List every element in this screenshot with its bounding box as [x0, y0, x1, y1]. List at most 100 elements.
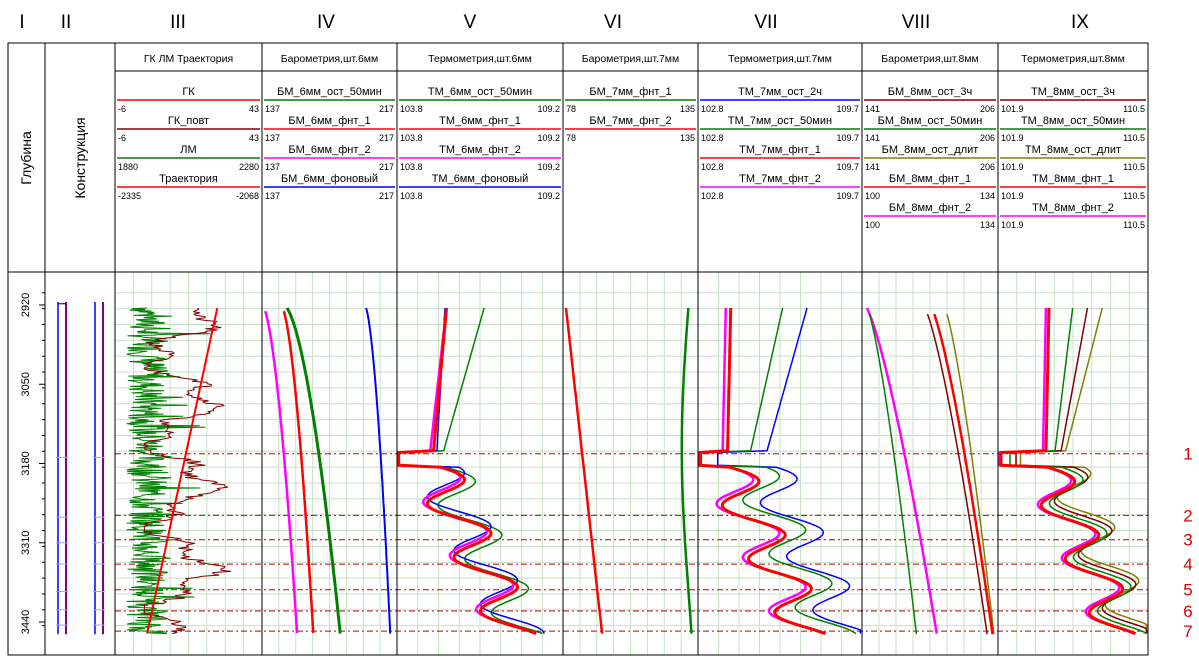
curve-min: 100	[865, 191, 880, 201]
curve-name: Траектория	[159, 173, 218, 185]
trajectory-curve	[146, 307, 219, 634]
track-title: Барометрия,шт.7мм	[582, 53, 680, 65]
track-numeral: VII	[754, 12, 777, 33]
curve-min: -6	[118, 133, 126, 143]
outer-frame	[7, 42, 1149, 656]
curve-max: 134	[980, 191, 995, 201]
construction-label: Конструкция	[72, 117, 88, 198]
depth-tick-label: 2920	[20, 293, 32, 317]
curve-name: БМ_6мм_фнт_2	[288, 144, 370, 156]
curve-name: ТМ_8мм_ост_50мин	[1021, 115, 1125, 127]
curve-min: 137	[265, 133, 280, 143]
curve-max: 110.5	[1123, 191, 1145, 201]
curve-name: БМ_6мм_ост_50мин	[277, 86, 382, 98]
curve-min: 102.8	[701, 162, 724, 172]
track-numeral: IX	[1071, 12, 1089, 33]
grid-layer	[115, 272, 1148, 655]
curve-min: 137	[265, 191, 280, 201]
bm8-fnt2-curve	[865, 307, 938, 634]
curve-name: ГК_повт	[168, 115, 209, 127]
curve-max: 109.2	[537, 133, 560, 143]
tm8-fnt1-curve	[999, 308, 1137, 636]
marker-number: 6	[1183, 602, 1192, 621]
curve-min: -2335	[118, 191, 141, 201]
track-title: Термометрия,шт.8мм	[1021, 53, 1125, 65]
curve-min: 137	[265, 104, 280, 114]
curve-name: БМ_7мм_фнт_2	[589, 115, 671, 127]
track-numeral: II	[61, 12, 72, 33]
curve-min: 101.9	[1001, 104, 1024, 114]
marker-number: 4	[1183, 555, 1192, 574]
gk-repeat-curve	[143, 307, 232, 635]
curve-name: ЛМ	[180, 144, 196, 156]
curve-min: -6	[118, 104, 126, 114]
curve-min: 101.9	[1001, 191, 1024, 201]
depth-tick-label: 3440	[20, 610, 32, 634]
curve-name: ТМ_7мм_фнт_2	[739, 173, 821, 185]
curve-max: 217	[379, 104, 394, 114]
curve-name: БМ_8мм_ост_3ч	[888, 86, 972, 98]
curve-name: ТМ_6мм_ост_50мин	[428, 86, 532, 98]
gk-curve	[126, 307, 211, 635]
curve-max: 110.5	[1123, 162, 1145, 172]
curve-min: 102.8	[701, 191, 724, 201]
curve-name: ГК	[182, 86, 195, 98]
tm7-ost50-curve	[700, 307, 857, 635]
track-numeral: IV	[317, 12, 335, 33]
curve-max: 43	[249, 104, 259, 114]
curve-min: 1880	[118, 162, 138, 172]
curve-min: 103.8	[400, 191, 423, 201]
curve-name: БМ_8мм_фнт_2	[889, 202, 971, 214]
curve-name: ТМ_7мм_ост_50мин	[728, 115, 832, 127]
curve-max: 135	[680, 133, 695, 143]
curve-name: БМ_6мм_фоновый	[281, 173, 378, 185]
depth-tick-label: 3310	[20, 531, 32, 555]
curve-min: 141	[865, 133, 880, 143]
curve-max: 109.7	[836, 104, 859, 114]
tm8-ost50-curve	[1009, 307, 1147, 635]
tm6-fon-curve	[397, 307, 545, 634]
curve-max: 2280	[239, 162, 259, 172]
curve-max: -2068	[236, 191, 259, 201]
track-numeral: III	[170, 12, 186, 33]
curve-min: 102.8	[701, 104, 724, 114]
marker-number: 3	[1183, 531, 1192, 550]
frame-layer	[7, 42, 1149, 656]
curve-min: 78	[566, 133, 576, 143]
curve-max: 110.5	[1123, 220, 1145, 230]
curve-name: БМ_8мм_ост_длит	[882, 144, 979, 156]
track-title: Барометрия,шт.6мм	[281, 53, 379, 65]
bm7-fnt2-curve	[564, 307, 604, 634]
curve-min: 101.9	[1001, 133, 1024, 143]
curve-min: 103.8	[400, 162, 423, 172]
curve-max: 217	[379, 133, 394, 143]
curve-min: 101.9	[1001, 220, 1024, 230]
track-numeral: V	[464, 12, 477, 33]
bm8-ostdl-curve	[946, 313, 995, 635]
curve-max: 206	[980, 162, 995, 172]
bm6-fon-curve	[365, 307, 392, 634]
curve-name: ТМ_7мм_фнт_1	[739, 144, 821, 156]
curve-min: 103.8	[400, 104, 423, 114]
track-numeral: VIII	[902, 12, 931, 33]
bm8-ost3h-curve	[926, 313, 988, 635]
curve-max: 109.2	[537, 191, 560, 201]
bm6-ost-curve	[285, 307, 342, 634]
curve-min: 100	[865, 220, 880, 230]
bm7-fnt1-curve	[680, 307, 693, 634]
curve-max: 217	[379, 191, 394, 201]
curve-min: 103.8	[400, 133, 423, 143]
marker-number: 2	[1183, 506, 1192, 525]
curve-max: 206	[980, 104, 995, 114]
bm6-fnt1-curve	[282, 310, 315, 634]
curve-max: 206	[980, 133, 995, 143]
curve-min: 78	[566, 104, 576, 114]
curve-min: 137	[265, 162, 280, 172]
curve-name: ТМ_7мм_ост_2ч	[738, 86, 822, 98]
curve-name: БМ_6мм_фнт_1	[288, 115, 370, 127]
curves-layer	[56, 301, 1148, 636]
curve-max: 109.2	[537, 104, 560, 114]
curve-max: 217	[379, 162, 394, 172]
curve-max: 109.7	[836, 162, 859, 172]
